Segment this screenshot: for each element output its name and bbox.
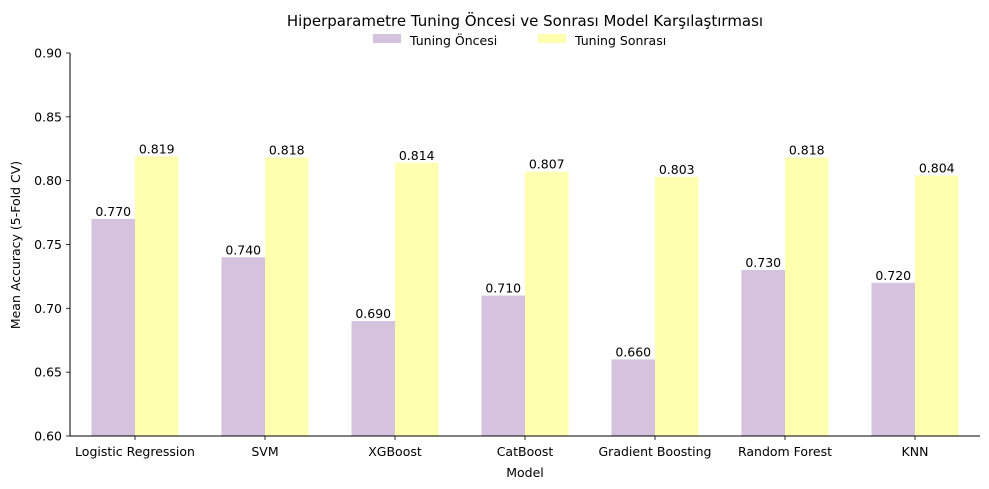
x-tick-label: XGBoost xyxy=(368,444,422,459)
x-tick-label: Logistic Regression xyxy=(75,444,195,459)
legend-label-before: Tuning Öncesi xyxy=(409,32,497,48)
x-axis-label: Model xyxy=(506,465,544,480)
bar-before xyxy=(481,295,525,436)
y-tick-label: 0.80 xyxy=(34,173,62,188)
y-axis-label: Mean Accuracy (5-Fold CV) xyxy=(8,161,23,329)
data-label-before: 0.710 xyxy=(485,281,521,296)
y-tick-label: 0.70 xyxy=(34,301,62,316)
y-tick-label: 0.75 xyxy=(34,237,62,252)
data-label-after: 0.807 xyxy=(529,157,565,172)
x-tick-label: CatBoost xyxy=(497,444,554,459)
y-tick-label: 0.60 xyxy=(34,429,62,444)
data-label-before: 0.740 xyxy=(225,242,261,257)
data-label-after: 0.818 xyxy=(789,143,825,158)
x-tick-label: SVM xyxy=(251,444,278,459)
bar-before xyxy=(611,359,655,436)
data-label-before: 0.720 xyxy=(875,268,911,283)
bar-after xyxy=(265,157,309,437)
x-tick-label: KNN xyxy=(902,444,929,459)
bar-before xyxy=(741,270,785,436)
x-tick-label: Random Forest xyxy=(738,444,832,459)
bar-after xyxy=(655,176,699,436)
legend: Tuning Öncesi Tuning Sonrası xyxy=(373,32,666,48)
bar-before xyxy=(91,218,135,436)
data-label-before: 0.770 xyxy=(95,204,131,219)
bar-after xyxy=(395,162,439,436)
bar-after xyxy=(525,171,569,437)
y-tick-label: 0.65 xyxy=(34,365,62,380)
data-label-after: 0.818 xyxy=(269,143,305,158)
bar-before xyxy=(221,257,265,436)
plot-area: 0.770 0.819 Logistic Regression 0.740 0.818 S… xyxy=(34,46,980,459)
bar-after xyxy=(915,175,959,436)
chart-title: Hiperparametre Tuning Öncesi ve Sonrası … xyxy=(287,11,763,30)
legend-swatch-before xyxy=(373,34,401,43)
bar-before xyxy=(351,321,395,436)
y-tick-label: 0.85 xyxy=(34,109,62,124)
bar-after xyxy=(785,157,829,437)
data-label-before: 0.730 xyxy=(745,255,781,270)
data-label-after: 0.814 xyxy=(399,148,435,163)
x-tick-label: Gradient Boosting xyxy=(599,444,712,459)
data-label-after: 0.819 xyxy=(139,141,175,156)
bar-before xyxy=(871,282,915,436)
data-label-after: 0.804 xyxy=(919,161,955,176)
legend-label-after: Tuning Sonrası xyxy=(574,33,666,48)
legend-swatch-after xyxy=(538,34,566,43)
data-label-before: 0.690 xyxy=(355,306,391,321)
bar-after xyxy=(135,156,179,436)
data-label-after: 0.803 xyxy=(659,162,695,177)
data-label-before: 0.660 xyxy=(615,344,651,359)
y-tick-label: 0.90 xyxy=(34,46,62,61)
